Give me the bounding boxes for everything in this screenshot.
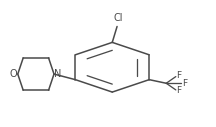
Text: F: F	[176, 72, 182, 81]
Text: Cl: Cl	[113, 13, 123, 23]
Text: O: O	[9, 69, 17, 79]
Text: F: F	[183, 79, 187, 88]
Text: N: N	[54, 69, 62, 79]
Text: F: F	[176, 86, 182, 95]
